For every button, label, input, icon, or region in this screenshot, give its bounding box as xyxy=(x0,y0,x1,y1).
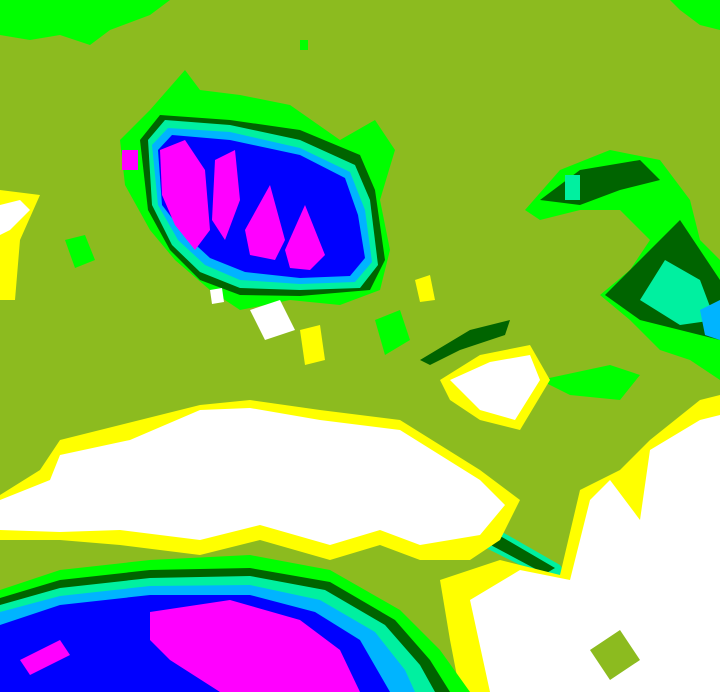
top-left-green-region xyxy=(0,0,170,45)
cloud-band-central xyxy=(0,400,520,560)
cloud-region-southeast xyxy=(440,345,720,692)
convective-band-1 xyxy=(420,320,510,365)
cloud-fleck-1 xyxy=(250,300,295,340)
storm-cluster-east xyxy=(525,150,720,380)
top-right-green-region xyxy=(670,0,720,30)
storm-core xyxy=(160,140,210,250)
green-patch-mid xyxy=(375,310,410,355)
cloud-fleck-3 xyxy=(415,275,435,302)
cloud-fleck-4 xyxy=(210,288,224,304)
storm-core-south xyxy=(150,600,360,692)
storm-system-south xyxy=(0,555,470,692)
convective-band-2 xyxy=(540,365,640,400)
green-patch-west xyxy=(65,235,95,268)
green-fleck xyxy=(300,40,308,50)
storm-cluster-north xyxy=(120,70,395,310)
cloud-fleck-2 xyxy=(300,325,325,365)
